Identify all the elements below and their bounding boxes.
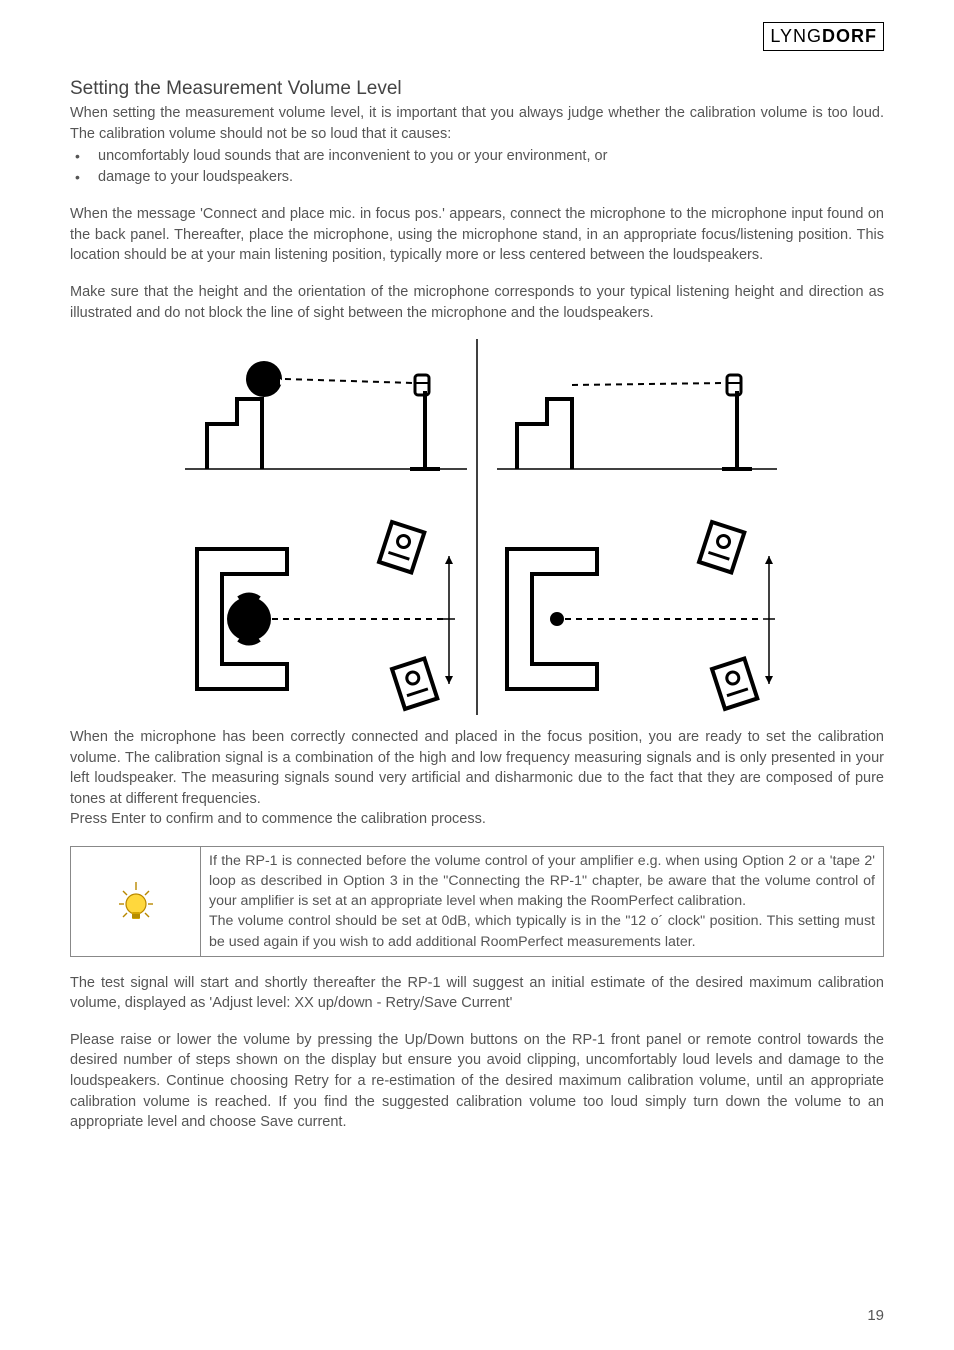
paragraph: Make sure that the height and the orient… bbox=[70, 282, 884, 323]
section-heading: Setting the Measurement Volume Level bbox=[70, 78, 884, 100]
mic-placement-diagram bbox=[70, 339, 884, 719]
callout-body: If the RP-1 is connected before the volu… bbox=[209, 851, 875, 952]
bullet-list: uncomfortably loud sounds that are incon… bbox=[70, 146, 884, 188]
list-item: uncomfortably loud sounds that are incon… bbox=[70, 146, 884, 167]
paragraph: When the message 'Connect and place mic.… bbox=[70, 204, 884, 266]
paragraph: The test signal will start and shortly t… bbox=[70, 973, 884, 1014]
logo-left: LYNG bbox=[770, 26, 822, 46]
callout-text: If the RP-1 is connected before the volu… bbox=[201, 847, 883, 956]
tip-callout: If the RP-1 is connected before the volu… bbox=[70, 846, 884, 957]
lightbulb-icon bbox=[71, 847, 201, 956]
logo-right: DORF bbox=[822, 26, 877, 46]
paragraph: Please raise or lower the volume by pres… bbox=[70, 1030, 884, 1133]
page-number: 19 bbox=[867, 1307, 884, 1324]
list-item: damage to your loudspeakers. bbox=[70, 167, 884, 188]
brand-logo: LYNGDORF bbox=[763, 22, 884, 51]
paragraph: Press Enter to confirm and to commence t… bbox=[70, 809, 884, 830]
page-content: Setting the Measurement Volume Level Whe… bbox=[70, 78, 884, 1133]
intro-paragraph: When setting the measurement volume leve… bbox=[70, 103, 884, 144]
paragraph: When the microphone has been correctly c… bbox=[70, 727, 884, 809]
